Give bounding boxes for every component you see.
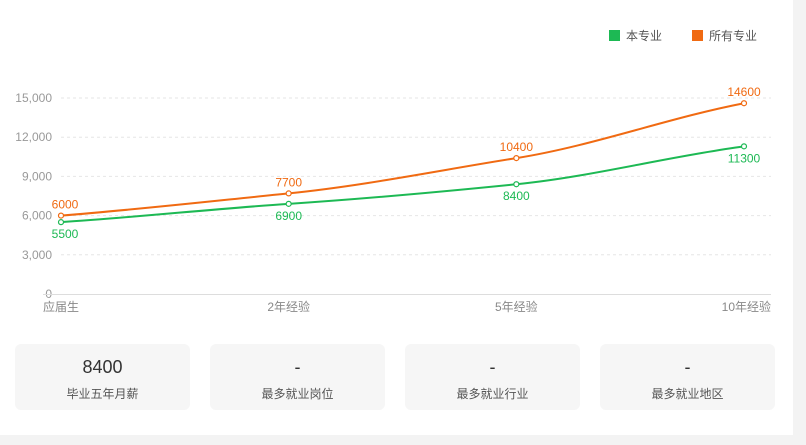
legend-item-major[interactable]: 本专业: [608, 27, 662, 44]
stat-card: 8400 毕业五年月薪: [15, 344, 190, 410]
legend-item-all[interactable]: 所有专业: [691, 27, 757, 44]
x-tick-label: 10年经验: [722, 299, 771, 314]
legend-swatch: [691, 30, 703, 41]
stat-value: -: [294, 357, 301, 377]
stat-value: -: [684, 357, 691, 377]
data-label: 7700: [275, 175, 302, 189]
series-line: [60, 102, 745, 217]
y-tick-label: 15,000: [15, 91, 52, 105]
chart-card: 本专业 所有专业 03,0006,0009,00012,00015,000应届生…: [0, 0, 793, 435]
y-tick-label: 3,000: [22, 248, 52, 262]
stat-value: -: [489, 357, 496, 377]
y-tick-label: 9,000: [22, 169, 52, 183]
stat-label: 毕业五年月薪: [66, 387, 139, 401]
stat-label: 最多就业行业: [456, 387, 529, 401]
x-tick-label: 5年经验: [495, 299, 538, 314]
x-tick-label: 应届生: [43, 299, 79, 314]
legend-swatch: [608, 30, 620, 41]
data-label: 6900: [275, 209, 302, 223]
stat-card: - 最多就业行业: [405, 344, 580, 410]
stat-card: - 最多就业岗位: [210, 344, 385, 410]
data-label: 11300: [728, 151, 761, 165]
data-point: [513, 155, 520, 162]
data-label: 8400: [503, 189, 530, 203]
data-point: [57, 212, 65, 219]
data-point: [740, 100, 748, 107]
data-label: 6000: [52, 198, 79, 212]
data-label: 14600: [727, 85, 761, 99]
data-point: [513, 181, 520, 188]
data-label: 5500: [52, 227, 79, 241]
stat-label: 最多就业地区: [651, 387, 724, 401]
x-tick-label: 2年经验: [267, 299, 310, 314]
stat-label: 最多就业岗位: [261, 387, 334, 401]
series-line: [60, 145, 745, 224]
stat-card: - 最多就业地区: [600, 344, 775, 410]
y-tick-label: 6,000: [22, 209, 52, 223]
data-point: [285, 190, 292, 197]
data-point: [57, 219, 65, 226]
stat-value: 8400: [82, 357, 123, 377]
legend: 本专业 所有专业: [608, 27, 757, 44]
line-chart: 03,0006,0009,00012,00015,000应届生2年经验5年经验1…: [15, 85, 771, 314]
data-point: [740, 143, 748, 150]
data-point: [285, 200, 292, 207]
y-tick-label: 12,000: [15, 130, 52, 144]
legend-label: 所有专业: [708, 29, 757, 43]
legend-label: 本专业: [625, 29, 662, 43]
stats-row: 8400 毕业五年月薪 - 最多就业岗位 - 最多就业行业 - 最多就业地区: [15, 344, 775, 410]
data-label: 10400: [500, 140, 534, 154]
